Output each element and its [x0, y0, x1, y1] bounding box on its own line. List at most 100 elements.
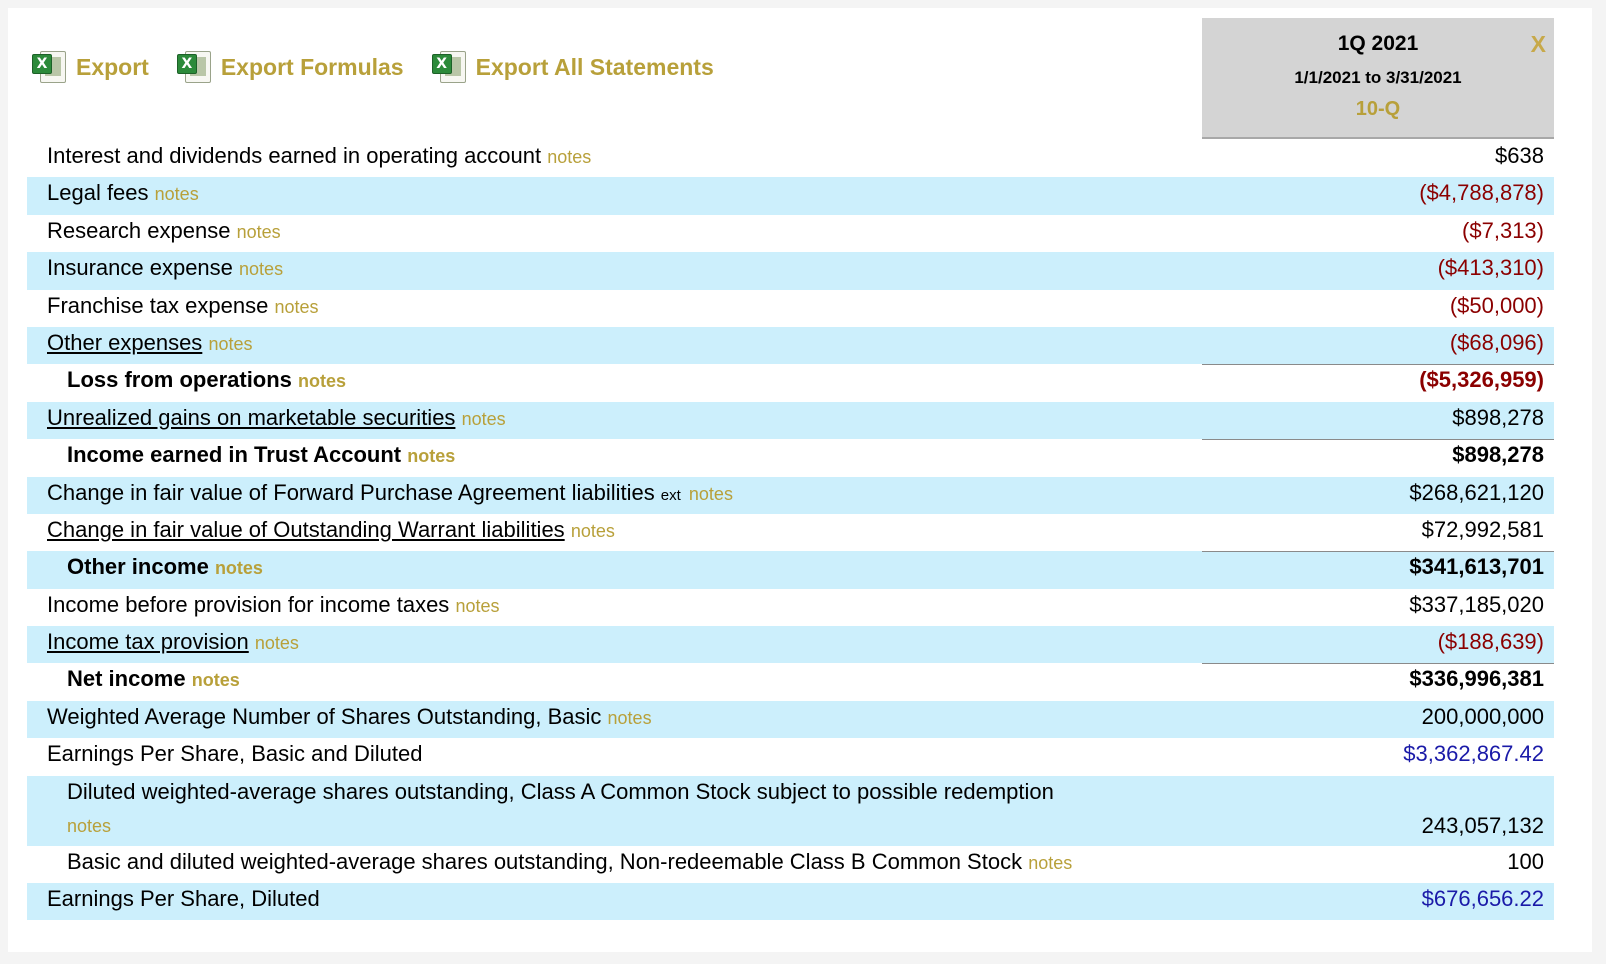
table-row: Change in fair value of Outstanding Warr…	[27, 514, 1554, 551]
row-label: Franchise tax expense	[47, 292, 269, 318]
row-value: 243,057,132	[1421, 812, 1544, 838]
filing-form-link[interactable]: 10-Q	[1355, 98, 1401, 120]
table-row-subtotal: Income earned in Trust Account notes $89…	[27, 439, 1554, 476]
row-label: Loss from operations	[67, 367, 292, 393]
row-label: Income before provision for income taxes	[47, 591, 450, 617]
row-value: $676,656.22	[1421, 886, 1544, 912]
period-header: 1Q 2021 1/1/2021 to 3/31/2021 10-Q X	[1202, 18, 1554, 139]
table-row: Diluted weighted-average shares outstand…	[27, 775, 1554, 846]
row-label-link[interactable]: Income tax provision	[47, 629, 249, 655]
row-value: ($7,313)	[1462, 217, 1544, 243]
export-label: Export	[76, 53, 149, 80]
row-value: ($50,000)	[1449, 292, 1544, 318]
table-row: Income tax provision notes ($188,639)	[27, 626, 1554, 664]
row-value: ($188,639)	[1437, 629, 1544, 655]
row-label-link[interactable]: Change in fair value of Outstanding Warr…	[47, 516, 565, 542]
row-value: ($5,326,959)	[1419, 367, 1544, 393]
notes-link[interactable]: notes	[236, 221, 281, 242]
row-value: $72,992,581	[1421, 516, 1544, 542]
table-row: Unrealized gains on marketable securitie…	[27, 401, 1554, 440]
notes-link[interactable]: notes	[570, 520, 615, 541]
export-all-statements-button[interactable]: X Export All Statements	[430, 48, 714, 86]
table-row: Franchise tax expense notes ($50,000)	[27, 290, 1554, 327]
row-value: $898,278	[1452, 442, 1544, 468]
table-row: Earnings Per Share, Diluted $676,656.22	[27, 883, 1554, 921]
notes-link[interactable]: notes	[191, 670, 240, 691]
notes-link[interactable]: notes	[274, 296, 319, 317]
notes-link[interactable]: notes	[607, 707, 652, 728]
excel-icon: X	[430, 48, 468, 86]
statement-table: Interest and dividends earned in operati…	[27, 140, 1554, 921]
table-row: Basic and diluted weighted-average share…	[27, 846, 1554, 883]
table-row: Weighted Average Number of Shares Outsta…	[27, 700, 1554, 739]
table-row-subtotal: Loss from operations notes ($5,326,959)	[27, 364, 1554, 401]
notes-link[interactable]: notes	[688, 483, 733, 504]
row-label: Change in fair value of Forward Purchase…	[47, 479, 655, 505]
row-label: Legal fees	[47, 180, 149, 206]
row-label: Income earned in Trust Account	[67, 442, 402, 468]
notes-link[interactable]: notes	[455, 595, 500, 616]
row-value: $3,362,867.42	[1403, 741, 1544, 767]
period-range: 1/1/2021 to 3/31/2021	[1294, 68, 1462, 87]
row-label: Earnings Per Share, Diluted	[47, 886, 320, 912]
row-value: $336,996,381	[1409, 666, 1544, 692]
notes-link[interactable]: notes	[407, 446, 456, 467]
row-value: ($68,096)	[1449, 329, 1544, 355]
row-value: $638	[1495, 143, 1544, 168]
table-row-subtotal: Net income notes $336,996,381	[27, 663, 1554, 700]
excel-icon: X	[175, 48, 213, 86]
row-label: Weighted Average Number of Shares Outsta…	[47, 703, 602, 729]
ext-link[interactable]: ext	[660, 486, 681, 504]
row-label: Basic and diluted weighted-average share…	[67, 848, 1023, 874]
notes-link[interactable]: notes	[254, 633, 299, 654]
table-row: Income before provision for income taxes…	[27, 589, 1554, 626]
row-label: Other income	[67, 554, 209, 580]
export-formulas-button[interactable]: X Export Formulas	[175, 48, 404, 86]
row-value: $268,621,120	[1409, 479, 1544, 505]
row-label: Insurance expense	[47, 255, 233, 281]
row-label: Research expense	[47, 217, 231, 243]
table-row: Legal fees notes ($4,788,878)	[27, 177, 1554, 215]
row-label-link[interactable]: Unrealized gains on marketable securitie…	[47, 404, 456, 430]
subtotal-rule	[1202, 551, 1554, 553]
row-value: $337,185,020	[1409, 591, 1544, 617]
row-label-link[interactable]: Other expenses	[47, 329, 203, 355]
row-value: ($413,310)	[1437, 255, 1544, 281]
row-value: ($4,788,878)	[1419, 180, 1544, 206]
notes-link[interactable]: notes	[547, 147, 592, 167]
table-row-subtotal: Other income notes $341,613,701	[27, 551, 1554, 589]
notes-link[interactable]: notes	[154, 184, 199, 205]
notes-link[interactable]: notes	[1028, 852, 1073, 873]
export-all-label: Export All Statements	[475, 53, 714, 80]
notes-link[interactable]: notes	[208, 333, 253, 354]
subtotal-rule	[1202, 364, 1554, 366]
table-row: Research expense notes ($7,313)	[27, 215, 1554, 252]
row-label: Earnings Per Share, Basic and Diluted	[47, 741, 423, 767]
notes-link[interactable]: notes	[461, 408, 506, 429]
excel-icon: X	[30, 48, 68, 86]
subtotal-rule	[1202, 663, 1554, 665]
table-row: Change in fair value of Forward Purchase…	[27, 476, 1554, 514]
table-row: Other expenses notes ($68,096)	[27, 326, 1554, 365]
row-label: Net income	[67, 666, 186, 692]
notes-link[interactable]: notes	[298, 371, 347, 392]
close-period-button[interactable]: X	[1530, 31, 1546, 57]
notes-link[interactable]: notes	[239, 259, 284, 280]
row-value: 200,000,000	[1421, 703, 1544, 729]
notes-link[interactable]: notes	[214, 558, 263, 579]
export-formulas-label: Export Formulas	[220, 53, 404, 80]
row-value: $341,613,701	[1409, 554, 1544, 580]
statement-panel: X Export X Export Formulas X Export All …	[8, 8, 1592, 952]
subtotal-rule	[1202, 439, 1554, 441]
export-toolbar: X Export X Export Formulas X Export All …	[30, 48, 740, 86]
period-label: 1Q 2021	[1337, 32, 1419, 55]
row-value: $898,278	[1452, 404, 1544, 430]
table-row: Earnings Per Share, Basic and Diluted $3…	[27, 738, 1554, 775]
table-row: Insurance expense notes ($413,310)	[27, 252, 1554, 290]
notes-link[interactable]: notes	[67, 815, 112, 836]
row-label: Diluted weighted-average shares outstand…	[67, 778, 1054, 804]
table-row: Interest and dividends earned in operati…	[27, 140, 1554, 177]
row-value: 100	[1507, 848, 1544, 874]
row-label: Interest and dividends earned in operati…	[47, 143, 542, 168]
export-button[interactable]: X Export	[30, 48, 149, 86]
